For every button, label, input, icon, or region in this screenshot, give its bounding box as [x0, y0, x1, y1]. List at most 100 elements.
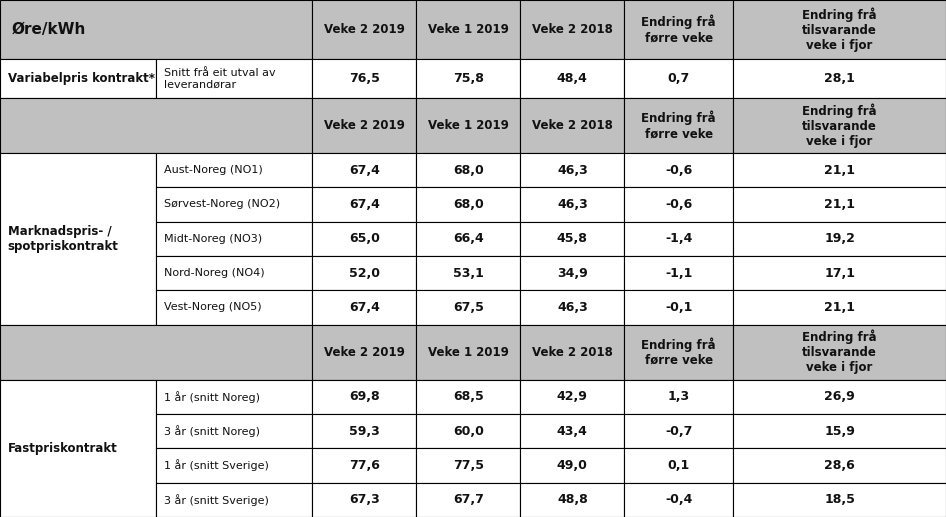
Text: 43,4: 43,4 [557, 424, 587, 437]
Bar [312, 379, 416, 414]
Text: Snitt frå eit utval av
leverandørar: Snitt frå eit utval av leverandørar [164, 68, 275, 89]
Text: 68,0: 68,0 [453, 198, 483, 211]
Bar [733, 0, 946, 59]
Bar [733, 414, 946, 448]
Text: Endring frå
førre veke: Endring frå førre veke [641, 14, 716, 44]
Text: 0,7: 0,7 [668, 72, 690, 85]
Bar [312, 153, 416, 187]
Text: Veke 2 2018: Veke 2 2018 [532, 23, 613, 36]
Text: 65,0: 65,0 [349, 232, 379, 245]
Bar [624, 187, 733, 222]
Text: 3 år (snitt Sverige): 3 år (snitt Sverige) [164, 494, 269, 506]
Text: 34,9: 34,9 [557, 267, 587, 280]
Bar [312, 222, 416, 256]
Text: 46,3: 46,3 [557, 301, 587, 314]
Text: 53,1: 53,1 [453, 267, 483, 280]
Text: -0,6: -0,6 [665, 163, 692, 176]
Text: Veke 2 2019: Veke 2 2019 [324, 23, 405, 36]
Bar [520, 379, 624, 414]
Text: 77,5: 77,5 [453, 459, 483, 472]
Text: Veke 2 2018: Veke 2 2018 [532, 119, 613, 132]
Bar [416, 187, 520, 222]
Bar [416, 379, 520, 414]
Text: 15,9: 15,9 [824, 424, 855, 437]
Text: -0,6: -0,6 [665, 198, 692, 211]
Bar [520, 0, 624, 59]
Text: 1,3: 1,3 [668, 390, 690, 403]
Bar [0, 59, 156, 98]
Bar [156, 483, 312, 517]
Bar [312, 291, 416, 325]
Bar [416, 325, 520, 379]
Text: Veke 2 2019: Veke 2 2019 [324, 119, 405, 132]
Bar [624, 153, 733, 187]
Bar [624, 59, 733, 98]
Bar [156, 448, 312, 483]
Bar [520, 187, 624, 222]
Bar [312, 59, 416, 98]
Bar [733, 187, 946, 222]
Bar [624, 448, 733, 483]
Bar [733, 98, 946, 153]
Bar [624, 256, 733, 291]
Text: 21,1: 21,1 [824, 301, 855, 314]
Text: Endring frå
førre veke: Endring frå førre veke [641, 337, 716, 367]
Text: 59,3: 59,3 [349, 424, 379, 437]
Text: 68,0: 68,0 [453, 163, 483, 176]
Bar [733, 325, 946, 379]
Bar [0, 0, 312, 59]
Text: 0,1: 0,1 [668, 459, 690, 472]
Text: -0,4: -0,4 [665, 493, 692, 506]
Bar [416, 448, 520, 483]
Text: 18,5: 18,5 [824, 493, 855, 506]
Bar [156, 187, 312, 222]
Text: Aust-Noreg (NO1): Aust-Noreg (NO1) [164, 165, 262, 175]
Text: 48,8: 48,8 [557, 493, 587, 506]
Bar [312, 448, 416, 483]
Bar [156, 222, 312, 256]
Bar [156, 256, 312, 291]
Bar [733, 483, 946, 517]
Text: Endring frå
tilsvarande
veke i fjor: Endring frå tilsvarande veke i fjor [802, 103, 877, 148]
Bar [624, 98, 733, 153]
Bar [520, 98, 624, 153]
Text: Sørvest-Noreg (NO2): Sørvest-Noreg (NO2) [164, 200, 280, 209]
Bar [416, 0, 520, 59]
Bar [416, 59, 520, 98]
Bar [156, 291, 312, 325]
Text: 67,4: 67,4 [349, 163, 379, 176]
Text: Øre/kWh: Øre/kWh [11, 22, 86, 37]
Bar [520, 153, 624, 187]
Bar [312, 414, 416, 448]
Text: 75,8: 75,8 [453, 72, 483, 85]
Bar [0, 325, 312, 379]
Bar [312, 325, 416, 379]
Bar [624, 291, 733, 325]
Text: 46,3: 46,3 [557, 163, 587, 176]
Text: 21,1: 21,1 [824, 163, 855, 176]
Text: Midt-Noreg (NO3): Midt-Noreg (NO3) [164, 234, 262, 244]
Text: 1 år (snitt Noreg): 1 år (snitt Noreg) [164, 391, 259, 403]
Bar [733, 379, 946, 414]
Text: -0,1: -0,1 [665, 301, 692, 314]
Bar [733, 59, 946, 98]
Bar [0, 379, 156, 517]
Text: 67,5: 67,5 [453, 301, 483, 314]
Bar [520, 414, 624, 448]
Text: 66,4: 66,4 [453, 232, 483, 245]
Bar [312, 483, 416, 517]
Text: -1,1: -1,1 [665, 267, 692, 280]
Text: 67,3: 67,3 [349, 493, 379, 506]
Bar [520, 325, 624, 379]
Bar [156, 153, 312, 187]
Text: 77,6: 77,6 [349, 459, 379, 472]
Text: 21,1: 21,1 [824, 198, 855, 211]
Text: 69,8: 69,8 [349, 390, 379, 403]
Bar [156, 59, 312, 98]
Text: Nord-Noreg (NO4): Nord-Noreg (NO4) [164, 268, 264, 278]
Text: Vest-Noreg (NO5): Vest-Noreg (NO5) [164, 302, 261, 312]
Bar [416, 222, 520, 256]
Text: 28,6: 28,6 [824, 459, 855, 472]
Text: 76,5: 76,5 [349, 72, 379, 85]
Text: 67,4: 67,4 [349, 301, 379, 314]
